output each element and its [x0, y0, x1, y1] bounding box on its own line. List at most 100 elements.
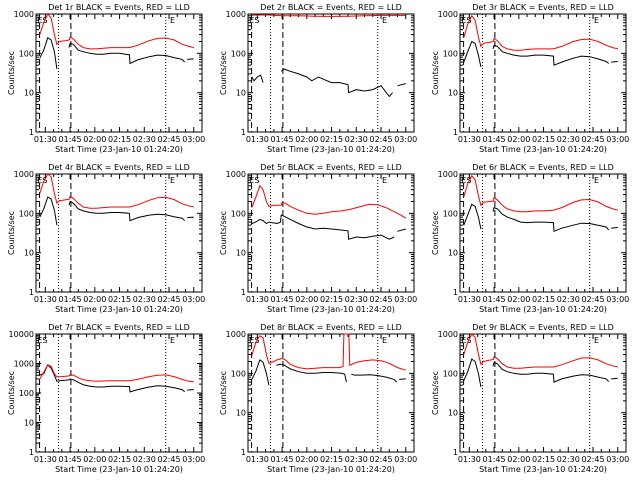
event-annotation: E — [170, 176, 175, 185]
panel-title: Det 7r BLACK = Events, RED = LLD — [48, 323, 190, 332]
y-axis-label: Counts/sec — [219, 51, 228, 95]
series-line-lld — [463, 174, 618, 213]
x-tick-label: 03:00 — [606, 135, 629, 144]
x-tick-label: 02:45 — [581, 135, 604, 144]
x-tick-label: 02:15 — [532, 295, 555, 304]
event-annotation: E — [382, 176, 387, 185]
x-axis-label: Start Time (23-Jan-10 01:24:20) — [267, 145, 395, 154]
y-tick-label: 1000 — [14, 10, 34, 19]
x-tick-label: 03:00 — [394, 455, 417, 464]
detector-panel-2: Det 2r BLACK = Events, RED = LLD 1 10 100 10… — [219, 3, 417, 154]
x-tick-label: 01:45 — [483, 135, 506, 144]
y-tick-label: 1000 — [226, 170, 246, 179]
x-tick-label: 02:15 — [108, 135, 131, 144]
detector-panel-5: Det 5r BLACK = Events, RED = LLD 1 10 100 10… — [219, 163, 417, 314]
series-line-lld — [251, 333, 406, 371]
series-line-events — [463, 203, 618, 233]
y-tick-label: 100 — [443, 209, 458, 218]
event-annotation: ES — [249, 16, 259, 25]
x-axis-label: Start Time (23-Jan-10 01:24:20) — [479, 305, 607, 314]
detector-panel-1: Det 1r BLACK = Events, RED = LLD 1 10 100 10… — [7, 3, 205, 154]
detector-panel-9: Det 9r BLACK = Events, RED = LLD 1 10 100 10… — [431, 323, 629, 474]
x-tick-label: 01:45 — [271, 295, 294, 304]
y-tick-label: 100 — [231, 369, 246, 378]
x-tick-label: 02:45 — [369, 455, 392, 464]
x-tick-label: 02:15 — [532, 455, 555, 464]
x-tick-label: 02:00 — [295, 135, 318, 144]
y-axis-label: Counts/sec — [431, 211, 440, 255]
x-tick-label: 02:45 — [369, 295, 392, 304]
y-tick-label: 1 — [29, 448, 34, 457]
x-tick-label: 01:30 — [34, 295, 57, 304]
plot-frame — [247, 13, 415, 133]
panel-title: Det 3r BLACK = Events, RED = LLD — [472, 3, 614, 12]
x-tick-label: 01:45 — [271, 455, 294, 464]
series-line-events — [39, 36, 194, 70]
x-tick-label: 01:30 — [458, 455, 481, 464]
event-annotation: ES — [461, 176, 471, 185]
x-tick-label: 01:30 — [246, 135, 269, 144]
event-annotation: E — [382, 16, 387, 25]
event-annotation: E — [170, 16, 175, 25]
series-line-lld — [39, 173, 194, 209]
y-tick-label: 10 — [236, 249, 246, 258]
y-tick-label: 1 — [241, 128, 246, 137]
y-axis-label: Counts/sec — [7, 51, 16, 95]
x-tick-label: 01:30 — [34, 135, 57, 144]
x-tick-label: 02:00 — [295, 455, 318, 464]
x-axis-label: Start Time (23-Jan-10 01:24:20) — [267, 465, 395, 474]
event-annotation: E — [594, 336, 599, 345]
y-tick-label: 1000 — [438, 10, 458, 19]
y-tick-label: 1 — [29, 128, 34, 137]
panel-title: Det 9r BLACK = Events, RED = LLD — [472, 323, 614, 332]
series-line-lld — [251, 14, 406, 17]
y-axis-label: Counts/sec — [431, 51, 440, 95]
x-tick-label: 02:30 — [133, 135, 156, 144]
series-line-events — [39, 363, 194, 393]
detector-panel-7: Det 7r BLACK = Events, RED = LLD 1 10 100 10… — [7, 323, 205, 474]
y-tick-label: 10000 — [9, 330, 34, 339]
x-tick-label: 02:15 — [108, 455, 131, 464]
series-line-lld — [463, 333, 618, 369]
panel-title: Det 4r BLACK = Events, RED = LLD — [48, 163, 190, 172]
event-annotation: ES — [249, 336, 259, 345]
x-tick-label: 02:00 — [83, 295, 106, 304]
x-tick-label: 01:30 — [34, 455, 57, 464]
y-tick-label: 100 — [19, 49, 34, 58]
x-tick-label: 02:15 — [320, 295, 343, 304]
x-tick-label: 01:45 — [271, 135, 294, 144]
series-line-lld — [39, 364, 194, 383]
x-tick-label: 02:30 — [557, 135, 580, 144]
x-tick-label: 02:45 — [581, 295, 604, 304]
y-tick-label: 1000 — [226, 10, 246, 19]
event-annotation: E — [594, 16, 599, 25]
x-tick-label: 01:30 — [458, 135, 481, 144]
event-annotation: ES — [461, 16, 471, 25]
series-line-events — [251, 214, 406, 240]
x-tick-label: 03:00 — [182, 135, 205, 144]
x-tick-label: 02:00 — [507, 135, 530, 144]
x-tick-label: 03:00 — [606, 295, 629, 304]
y-tick-label: 1 — [453, 448, 458, 457]
x-tick-label: 02:00 — [83, 135, 106, 144]
y-axis-label: Counts/sec — [431, 371, 440, 415]
x-tick-label: 02:15 — [320, 455, 343, 464]
plot-frame — [459, 333, 627, 453]
plot-frame — [35, 13, 203, 133]
y-tick-label: 10 — [236, 409, 246, 418]
x-tick-label: 02:45 — [369, 135, 392, 144]
x-tick-label: 02:15 — [532, 135, 555, 144]
x-tick-label: 01:45 — [59, 455, 82, 464]
x-tick-label: 02:45 — [157, 295, 180, 304]
y-tick-label: 1000 — [14, 170, 34, 179]
detector-panel-3: Det 3r BLACK = Events, RED = LLD 1 10 100 10… — [431, 3, 629, 154]
y-axis-label: Counts/sec — [7, 211, 16, 255]
series-line-events — [463, 40, 618, 68]
x-tick-label: 02:00 — [83, 455, 106, 464]
y-axis-label: Counts/sec — [219, 211, 228, 255]
x-tick-label: 02:00 — [507, 295, 530, 304]
x-tick-label: 01:30 — [246, 455, 269, 464]
y-tick-label: 1 — [241, 448, 246, 457]
y-tick-label: 1 — [453, 288, 458, 297]
y-axis-label: Counts/sec — [7, 371, 16, 415]
